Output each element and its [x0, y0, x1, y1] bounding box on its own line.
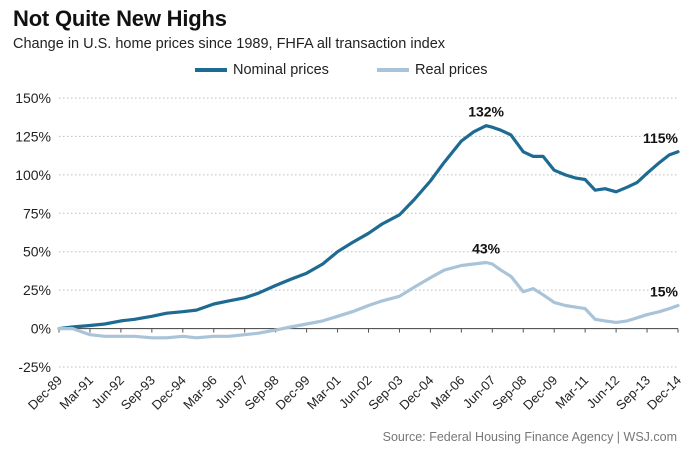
y-tick-label: 25% [23, 282, 51, 298]
data-label: 43% [472, 240, 501, 256]
x-tick-label: Mar-96 [180, 373, 220, 413]
chart-title: Not Quite New Highs [13, 6, 227, 31]
x-tick-label: Mar-91 [56, 373, 96, 413]
x-tick-label: Dec-14 [644, 373, 684, 413]
x-tick-label: Mar-01 [304, 373, 344, 413]
chart-subtitle: Change in U.S. home prices since 1989, F… [13, 36, 446, 52]
data-label: 132% [468, 104, 504, 120]
data-label: 115% [643, 130, 679, 146]
y-tick-label: 150% [15, 90, 51, 106]
data-label: 15% [650, 284, 679, 300]
y-tick-label: 100% [15, 167, 51, 183]
y-tick-label: 75% [23, 205, 51, 221]
y-tick-label: -25% [18, 359, 51, 375]
legend-swatch-real [377, 68, 409, 72]
nominal-prices-line [57, 124, 680, 331]
real-prices-line [57, 260, 680, 340]
legend-swatch-nominal [195, 68, 227, 72]
x-tick-label: Dec-04 [396, 373, 436, 413]
chart-legend: Nominal prices Real prices [0, 62, 687, 84]
y-tick-label: 0% [31, 321, 51, 337]
y-tick-label: 125% [15, 128, 51, 144]
legend-item-real: Real prices [377, 62, 488, 78]
x-tick-label: Dec-09 [520, 373, 560, 413]
chart-source: Source: Federal Housing Finance Agency |… [382, 430, 677, 444]
legend-label-nominal: Nominal prices [233, 62, 329, 78]
legend-item-nominal: Nominal prices [195, 62, 329, 78]
x-tick-label: Mar-06 [428, 373, 468, 413]
y-tick-label: 50% [23, 244, 51, 260]
legend-label-real: Real prices [415, 62, 488, 78]
x-tick-label: Dec-99 [272, 373, 312, 413]
x-tick-label: Dec-89 [25, 373, 65, 413]
x-tick-label: Mar-11 [552, 373, 591, 412]
x-tick-label: Dec-94 [149, 373, 189, 413]
